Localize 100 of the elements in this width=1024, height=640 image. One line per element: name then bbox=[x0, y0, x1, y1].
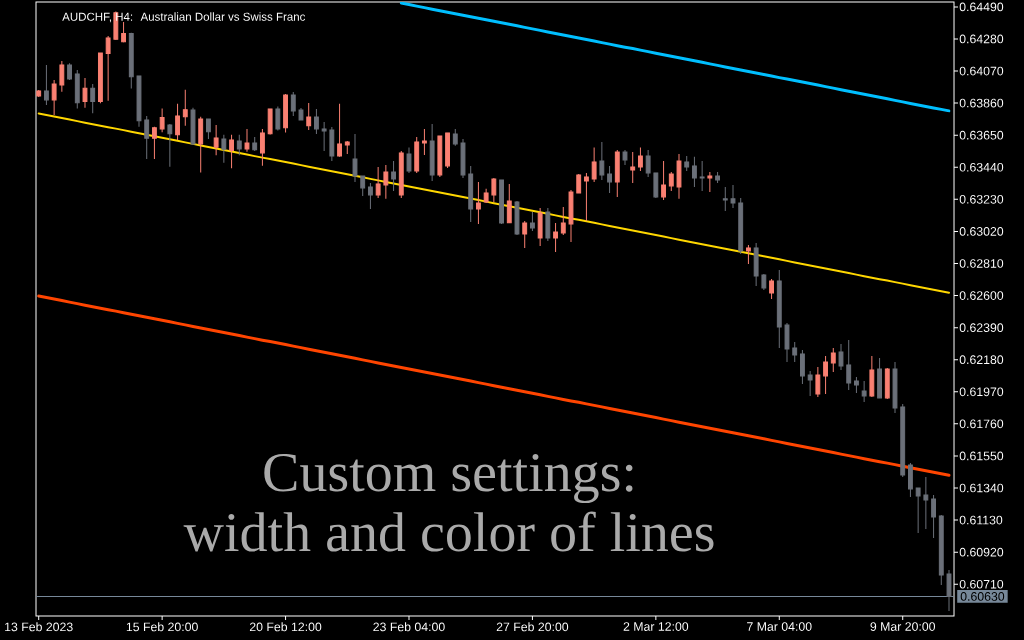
candlestick bbox=[908, 462, 913, 498]
candlestick bbox=[815, 366, 821, 398]
y-tick-label: 0.62810 bbox=[959, 259, 1004, 268]
candlestick bbox=[275, 106, 281, 132]
y-tick-label: 0.64070 bbox=[959, 66, 1004, 76]
x-tick-label: 20 Feb 12:00 bbox=[249, 622, 322, 632]
y-tick-label: 0.61550 bbox=[959, 451, 1004, 461]
candlestick bbox=[383, 164, 389, 200]
candlestick bbox=[159, 108, 165, 133]
annotation: width and color of lines bbox=[183, 511, 714, 552]
y-tick-label: 0.63440 bbox=[959, 162, 1004, 172]
candlestick bbox=[306, 102, 312, 131]
candlestick bbox=[722, 186, 728, 212]
y-tick-label: 0.61760 bbox=[959, 419, 1004, 429]
candlestick bbox=[661, 160, 666, 201]
candlestick bbox=[792, 341, 798, 363]
candlestick bbox=[59, 60, 65, 93]
candlestick bbox=[838, 343, 844, 371]
candlestick bbox=[800, 349, 805, 385]
candlestick bbox=[506, 183, 512, 224]
y-tick-label: 0.60920 bbox=[959, 547, 1004, 557]
candlestick bbox=[530, 211, 535, 232]
candlestick bbox=[746, 244, 751, 265]
y-tick-label: 0.62390 bbox=[959, 323, 1004, 332]
x-tick-label: 7 Mar 04:00 bbox=[747, 622, 812, 631]
candlestick bbox=[321, 121, 327, 152]
y-tick-label: 0.63860 bbox=[959, 98, 1004, 108]
candlestick bbox=[522, 220, 528, 249]
y-tick-label: 0.63020 bbox=[959, 227, 1004, 236]
candlestick bbox=[653, 172, 659, 199]
y-tick-label: 0.62180 bbox=[959, 355, 1004, 365]
y-tick-label: 0.64490 bbox=[959, 2, 1004, 12]
candlestick bbox=[391, 160, 396, 192]
candlestick bbox=[807, 370, 813, 397]
candlestick bbox=[421, 128, 427, 156]
candlestick bbox=[638, 146, 643, 172]
x-tick-label: 9 Mar 20:00 bbox=[870, 622, 936, 631]
candlestick bbox=[175, 103, 180, 141]
candlestick bbox=[707, 171, 713, 193]
y-tick-label: 0.63650 bbox=[959, 130, 1004, 140]
line-series bbox=[37, 112, 950, 294]
candlestick bbox=[352, 133, 358, 183]
candlestick bbox=[151, 126, 157, 160]
x-tick-label: 15 Feb 20:00 bbox=[126, 622, 198, 632]
candlestick bbox=[337, 103, 342, 158]
candlestick bbox=[769, 278, 774, 300]
candlestick bbox=[692, 156, 697, 188]
candlestick bbox=[931, 494, 936, 539]
y-tick-label: 0.62600 bbox=[959, 291, 1004, 300]
candlestick bbox=[846, 339, 852, 391]
candlestick bbox=[923, 476, 929, 530]
text: Australian Dollar vs Swiss Franc bbox=[140, 12, 306, 21]
candlestick bbox=[221, 134, 227, 164]
candlestick bbox=[236, 134, 242, 156]
candlestick bbox=[599, 141, 605, 181]
candlestick bbox=[630, 151, 636, 184]
candlestick bbox=[82, 77, 88, 109]
candlestick bbox=[915, 487, 921, 534]
candlestick bbox=[244, 128, 250, 153]
candlestick bbox=[607, 165, 612, 194]
x-tick-label: 2 Mar 12:00 bbox=[623, 622, 689, 631]
candlestick bbox=[784, 322, 790, 363]
candlestick bbox=[583, 172, 589, 222]
y-tick-label: 0.64280 bbox=[959, 34, 1004, 44]
candlestick bbox=[406, 146, 412, 174]
candlestick bbox=[560, 206, 566, 236]
y-tick-label: 0.63230 bbox=[959, 194, 1004, 204]
candlestick bbox=[367, 182, 373, 210]
annotation: Custom settings: bbox=[264, 453, 633, 504]
candlestick bbox=[182, 89, 188, 127]
candlestick bbox=[553, 222, 558, 253]
candlestick bbox=[144, 115, 150, 160]
ref-line-label: 0.60630 bbox=[960, 592, 1005, 601]
y-tick-label: 0.61970 bbox=[959, 387, 1004, 397]
candlestick bbox=[51, 79, 57, 116]
y-tick-label: 0.61340 bbox=[959, 483, 1004, 493]
y-tick-label: 0.61130 bbox=[959, 515, 1003, 525]
candlestick bbox=[259, 128, 265, 167]
candlestick bbox=[730, 184, 736, 209]
candlestick bbox=[360, 175, 366, 197]
candlestick bbox=[313, 108, 319, 135]
candlestick bbox=[205, 118, 211, 140]
candlestick bbox=[861, 380, 867, 403]
candlestick bbox=[290, 91, 296, 117]
x-tick-label: 13 Feb 2023 bbox=[5, 622, 73, 632]
candlestick bbox=[475, 181, 481, 225]
candlestick bbox=[375, 166, 381, 199]
candlestick bbox=[830, 347, 836, 373]
y-tick-label: 0.60710 bbox=[959, 579, 1004, 589]
candlestick bbox=[213, 124, 219, 156]
candlestick bbox=[668, 171, 674, 192]
x-tick-label: 23 Feb 04:00 bbox=[373, 622, 445, 632]
candlestick bbox=[823, 355, 828, 395]
candlestick bbox=[946, 569, 952, 612]
candlestick bbox=[229, 134, 234, 169]
candlestick bbox=[43, 64, 49, 106]
candlestick bbox=[90, 83, 96, 114]
candlestick bbox=[699, 160, 705, 192]
candlestick bbox=[105, 35, 111, 102]
x-tick-label: 27 Feb 20:00 bbox=[496, 622, 569, 632]
